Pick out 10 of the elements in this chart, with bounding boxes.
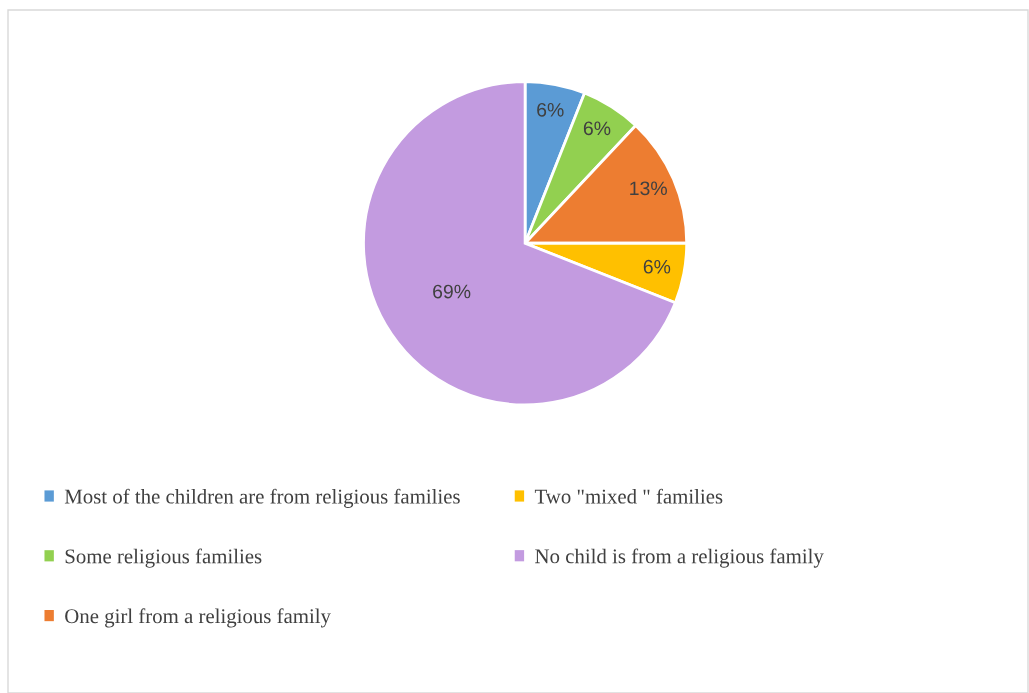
data-label: 69%	[433, 284, 471, 299]
legend-label: Most of the children are from religious families	[64, 488, 460, 508]
legend-label: No child is from a religious family	[535, 548, 824, 568]
data-label: 13%	[630, 181, 667, 196]
legend-label: One girl from a religious family	[65, 608, 331, 628]
legend-label: Two "mixed " families	[534, 488, 723, 504]
data-label: 6%	[643, 259, 671, 274]
legend-label: Some religious families	[65, 548, 262, 568]
data-label: 6%	[537, 102, 564, 117]
data-label: 6%	[583, 121, 611, 136]
